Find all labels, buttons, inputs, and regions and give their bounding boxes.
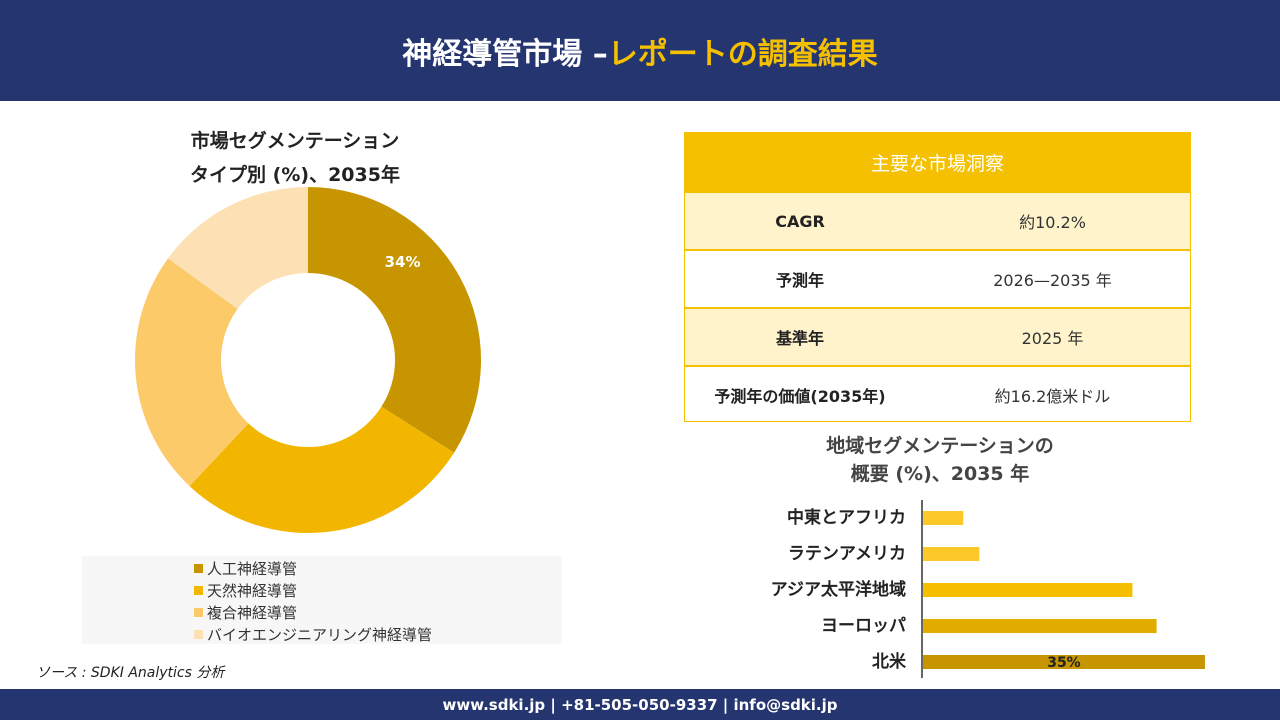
bar xyxy=(923,547,980,561)
insight-value: 約16.2億米ドル xyxy=(994,387,1111,406)
donut-slice xyxy=(189,406,455,533)
legend-item: 人工神経導管 xyxy=(194,557,562,579)
key-insights-table: 主要な市場洞察 CAGR 約10.2% 予測年 2026—2035 年 基準年 … xyxy=(684,132,1191,422)
insight-row-base-year: 基準年 2025 年 xyxy=(685,307,1190,365)
bar xyxy=(923,583,1133,597)
type-donut-chart: 34% xyxy=(135,187,481,533)
bar-category-label: 北米 xyxy=(872,651,907,672)
legend-label: 人工神経導管 xyxy=(207,559,298,578)
legend-swatch xyxy=(194,607,203,617)
bar-category-label: アジア太平洋地域 xyxy=(771,579,906,600)
legend-item: 天然神経導管 xyxy=(194,579,562,601)
insight-row-forecast-years: 予測年 2026—2035 年 xyxy=(685,249,1190,307)
legend-label: バイオエンジニアリング神経導管 xyxy=(207,625,433,644)
insight-value: 約10.2% xyxy=(1019,213,1086,232)
bar-category-label: ラテンアメリカ xyxy=(788,544,906,564)
donut-data-label: 34% xyxy=(385,253,421,271)
footer-contact: www.sdki.jp | +81-505-050-9337 | info@sd… xyxy=(442,695,838,714)
insight-label: 予測年 xyxy=(775,271,824,290)
legend-swatch xyxy=(194,585,203,595)
page-title-accent: レポートの調査結果 xyxy=(607,36,878,72)
insight-label: CAGR xyxy=(775,211,825,231)
bar-chart-title: 地域セグメンテーションの 概要 (%)、2035 年 xyxy=(760,432,1120,488)
donut-legend: 人工神経導管 天然神経導管 複合神経導管バイオエンジニアリング神経導管 xyxy=(82,556,562,644)
bar xyxy=(923,619,1157,633)
bar-title-line1: 地域セグメンテーションの xyxy=(826,435,1054,457)
insight-row-forecast-value: 予測年の価値(2035年) 約16.2億米ドル xyxy=(685,365,1190,423)
bar xyxy=(923,655,1205,669)
bar-category-label: ヨーロッパ xyxy=(821,616,906,636)
donut-slice xyxy=(135,258,249,487)
insight-label: 予測年の価値(2035年) xyxy=(714,387,886,406)
insight-row-cagr: CAGR 約10.2% xyxy=(685,191,1190,249)
insight-label: 基準年 xyxy=(775,329,824,348)
legend-swatch xyxy=(194,629,203,639)
donut-chart-title: 市場セグメンテーション タイプ別 (%)、2035年 xyxy=(110,124,480,192)
legend-label: 複合神経導管 xyxy=(207,603,298,622)
key-insights-title: 主要な市場洞察 xyxy=(685,133,1190,191)
legend-item: バイオエンジニアリング神経導管 xyxy=(194,623,562,645)
legend-item: 複合神経導管 xyxy=(194,601,562,623)
donut-slice xyxy=(308,187,481,453)
insight-value: 2026—2035 年 xyxy=(993,271,1112,290)
legend-label: 天然神経導管 xyxy=(207,581,298,600)
page-footer: www.sdki.jp | +81-505-050-9337 | info@sd… xyxy=(0,689,1280,720)
bar-data-label: 35% xyxy=(1047,655,1081,671)
donut-title-line1: 市場セグメンテーション xyxy=(190,130,400,152)
bar xyxy=(923,511,964,525)
source-note: ソース : SDKI Analytics 分析 xyxy=(36,665,225,681)
page-header: 神経導管市場 – レポートの調査結果 xyxy=(0,0,1280,101)
bar-category-label: 中東とアフリカ xyxy=(787,507,906,528)
bar-title-line2: 概要 (%)、2035 年 xyxy=(850,463,1030,485)
donut-title-line2: タイプ別 (%)、2035年 xyxy=(190,164,400,186)
donut-slice xyxy=(168,187,308,309)
legend-swatch xyxy=(194,563,203,573)
page-title: 神経導管市場 – xyxy=(402,36,608,72)
insight-value: 2025 年 xyxy=(1021,329,1084,348)
